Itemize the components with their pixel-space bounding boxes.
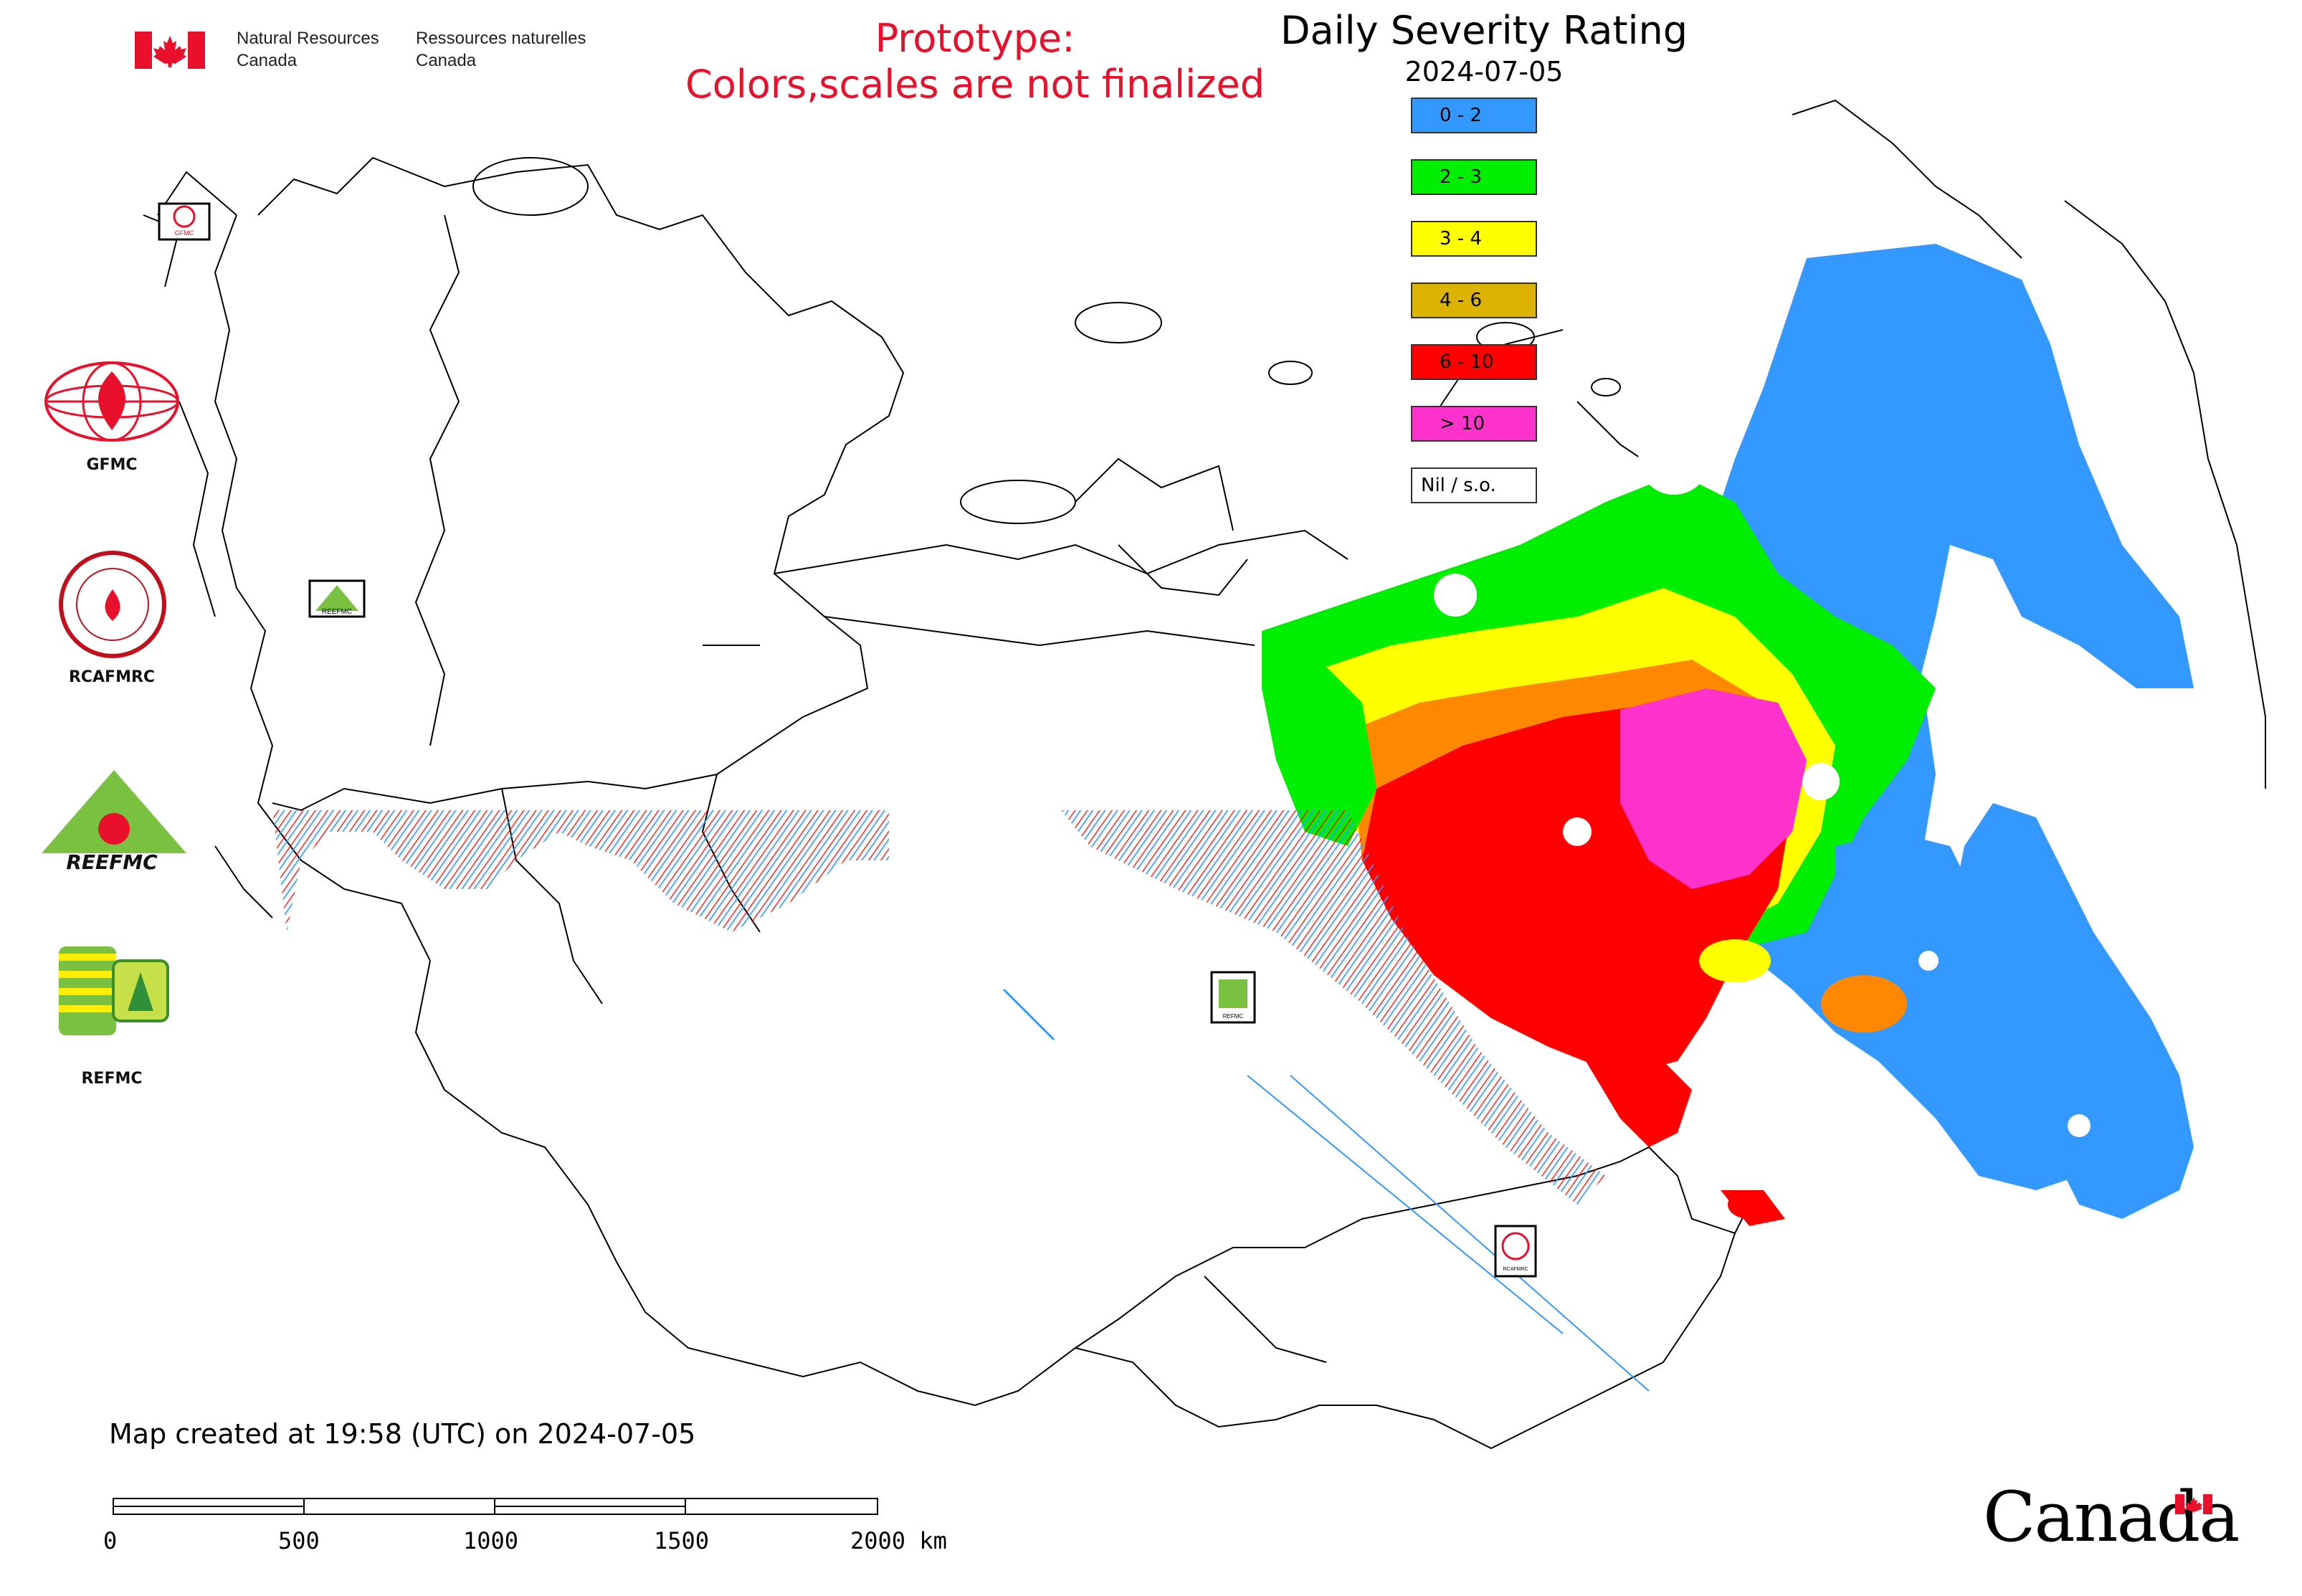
legend-item-6-10: 6 - 10 <box>1411 344 1537 380</box>
scale-tick-2000: 2000 km <box>850 1527 947 1554</box>
legend-item-4-6: 4 - 6 <box>1411 282 1537 318</box>
scale-tick-1000: 1000 <box>463 1527 519 1554</box>
legend-item-gt-10: > 10 <box>1411 406 1537 442</box>
gov-name-fr: Ressources naturelles Canada <box>416 29 586 70</box>
canada-wordmark: Canada <box>1983 1477 2240 1557</box>
svg-text:RCAFMRC: RCAFMRC <box>1503 1267 1528 1272</box>
gov-name-en: Natural Resources Canada <box>237 29 379 70</box>
map-marker-rcafmrc: RCAFMRC <box>1494 1225 1537 1278</box>
map-created-timestamp: Map created at 19:58 (UTC) on 2024-07-05 <box>109 1418 696 1450</box>
refmc-logo-icon <box>59 946 169 1035</box>
reefmc-logo-icon <box>40 770 188 872</box>
scale-tick-500: 500 <box>278 1527 320 1554</box>
rcafmrc-logo-label: RCAFMRC <box>68 668 156 686</box>
legend-item-nil: Nil / s.o. <box>1411 467 1537 503</box>
legend-item-3-4: 3 - 4 <box>1411 221 1537 257</box>
svg-text:REEFMC: REEFMC <box>322 608 352 616</box>
arctic-islands <box>472 157 1621 524</box>
gfmc-logo-label: GFMC <box>86 456 138 474</box>
gfmc-logo-icon <box>44 361 179 442</box>
legend-item-0-2: 0 - 2 <box>1411 98 1537 133</box>
map-marker-reefmc: REEFMC <box>308 579 366 618</box>
severity-raster <box>272 244 2194 1392</box>
legend-item-2-3: 2 - 3 <box>1411 159 1537 195</box>
canada-wordmark-flag-icon <box>2175 1494 2212 1514</box>
canada-flag-icon <box>135 32 205 69</box>
scale-tick-1500: 1500 <box>654 1527 710 1554</box>
svg-text:GFMC: GFMC <box>175 229 194 237</box>
map-title: Daily Severity Rating <box>1280 8 1688 53</box>
map-marker-refmc: REFMC <box>1210 971 1256 1024</box>
svg-text:REFMC: REFMC <box>1223 1013 1244 1020</box>
map-date: 2024-07-05 <box>1404 56 1564 87</box>
reefmc-logo-label: REEFMC <box>66 850 158 874</box>
scale-tick-0: 0 <box>103 1527 118 1554</box>
rcafmrc-logo-icon <box>59 551 166 658</box>
prototype-notice: Prototype: Colors,scales are not finaliz… <box>685 16 1265 107</box>
scale-bar <box>113 1498 878 1515</box>
map-marker-gfmc: GFMC <box>158 202 211 241</box>
country-borders <box>143 99 2266 1450</box>
refmc-logo-label: REFMC <box>81 1070 143 1088</box>
